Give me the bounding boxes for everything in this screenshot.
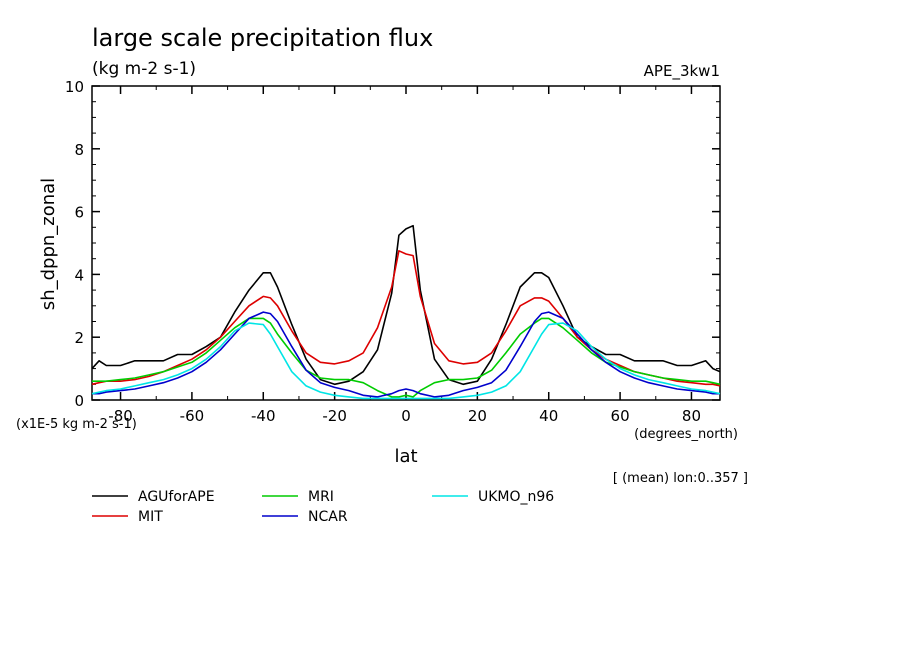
- series-lines: [91, 224, 721, 400]
- x-tick-label: -40: [251, 407, 276, 425]
- x-tick-label: -60: [180, 407, 205, 425]
- x-tick-label: -80: [108, 407, 133, 425]
- axis-ticks: -80 -60 -40 -20 0 20 40 60 80 0 2 4 6 8 10: [65, 78, 720, 425]
- x-tick-label: 60: [611, 407, 630, 425]
- legend-label-mit: MIT: [138, 509, 163, 525]
- x-tick-label: 20: [468, 407, 487, 425]
- averaging-note: [ (mean) lon:0..357 ]: [613, 471, 748, 486]
- x-axis-label: lat: [394, 446, 417, 467]
- chart-title: large scale precipitation flux: [92, 24, 433, 52]
- y-tick-label: 2: [74, 329, 84, 347]
- series-line-ncar: [92, 311, 720, 398]
- y-tick-label: 8: [74, 141, 84, 159]
- plot-frame: [91, 85, 721, 401]
- y-tick-label: 0: [74, 392, 84, 410]
- y-units-label: (x1E-5 kg m-2 s-1): [16, 417, 137, 432]
- x-tick-label: -20: [322, 407, 347, 425]
- legend-label-aguforape: AGUforAPE: [138, 489, 215, 505]
- x-tick-label: 0: [401, 407, 411, 425]
- y-tick-label: 4: [74, 266, 84, 284]
- chart-subtitle: (kg m-2 s-1): [92, 59, 196, 79]
- run-label: APE_3kw1: [644, 62, 720, 81]
- y-axis-label: sh_dppn_zonal: [38, 178, 59, 310]
- series-line-mit: [91, 250, 721, 387]
- y-tick-label: 10: [65, 78, 84, 96]
- x-tick-label: 80: [682, 407, 701, 425]
- series-line-ukmo-n96: [91, 322, 721, 400]
- legend-label-ncar: NCAR: [308, 509, 348, 525]
- y-tick-label: 6: [74, 204, 84, 222]
- x-tick-label: 40: [539, 407, 558, 425]
- legend: AGUforAPE MIT MRI NCAR UKMO_n96: [92, 489, 554, 525]
- legend-label-ukmo-n96: UKMO_n96: [478, 489, 554, 505]
- series-line-aguforape: [91, 224, 721, 386]
- x-units-label: (degrees_north): [634, 427, 738, 442]
- legend-label-mri: MRI: [308, 489, 334, 505]
